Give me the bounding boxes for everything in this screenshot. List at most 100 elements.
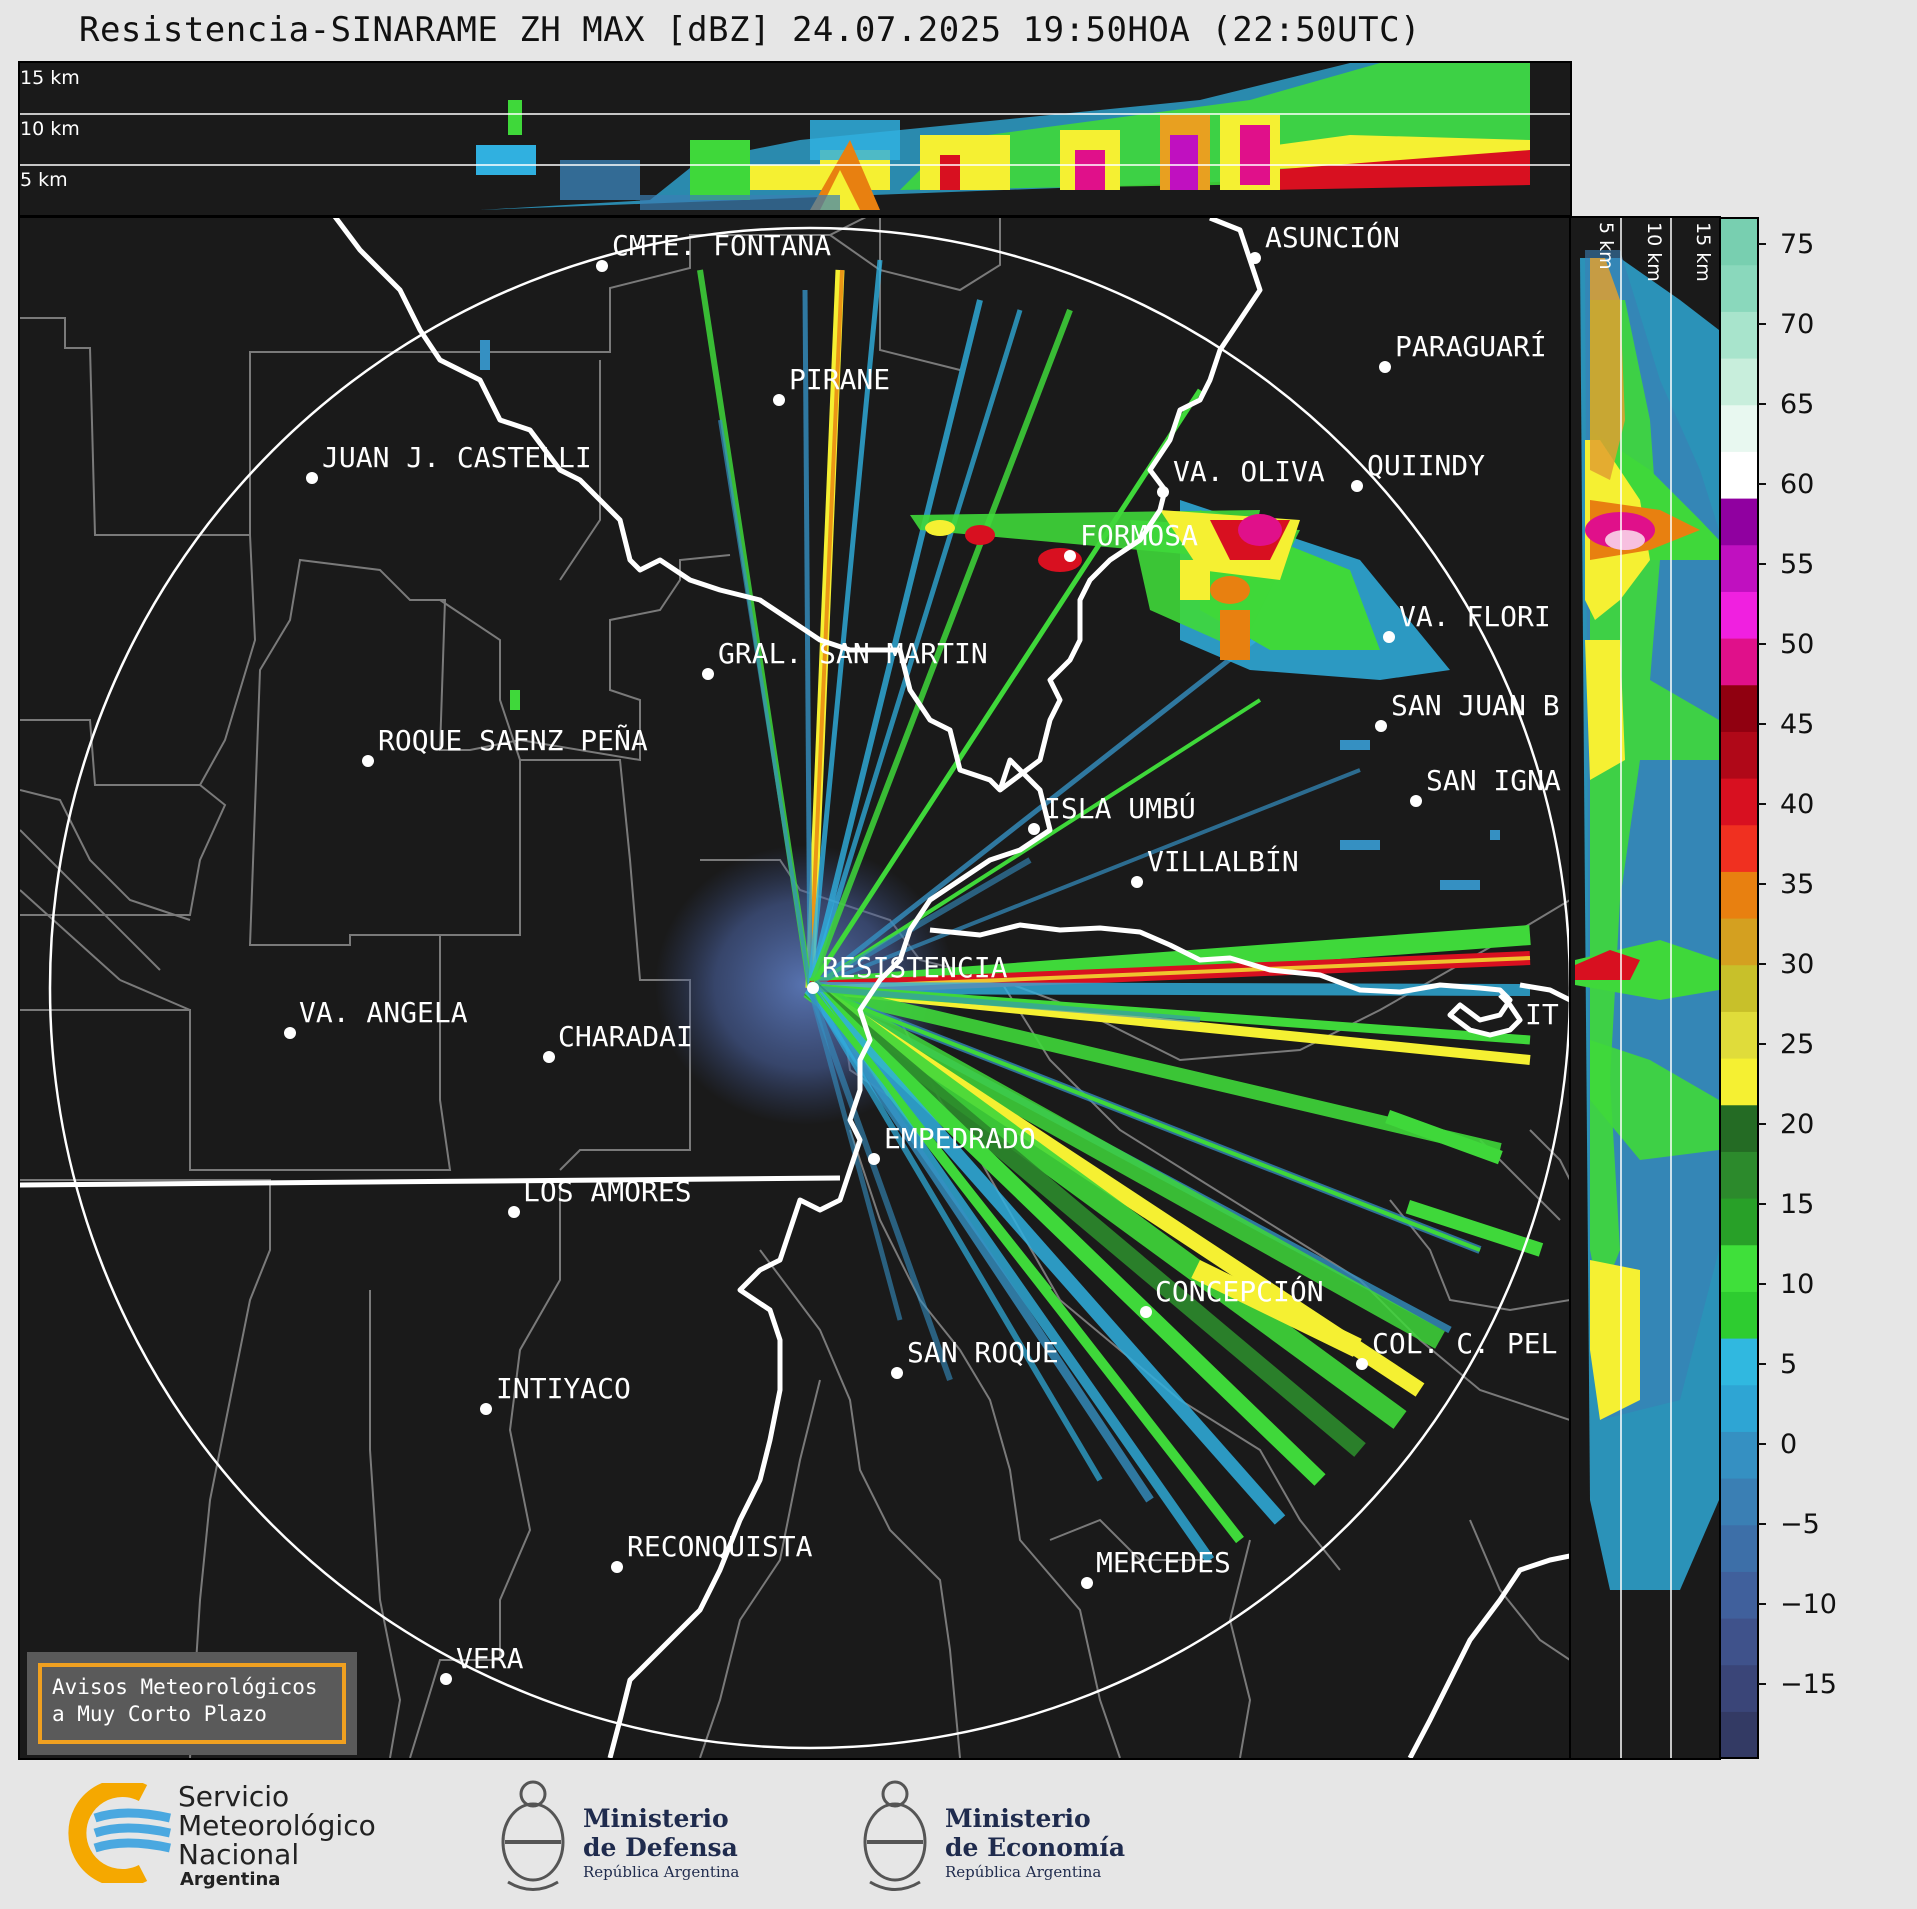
warning-notice-line2: a Muy Corto Plazo [52,1702,267,1726]
city-label: INTIYACO [496,1372,631,1405]
city-label: PIRANE [789,363,890,396]
storm-cell-formosa [910,500,1450,680]
colorbar-band [1720,451,1758,499]
top-height-label-5km: 5 km [20,169,68,191]
city-label: VA. OLIVA [1173,455,1325,488]
city-label: FORMOSA [1080,519,1198,552]
colorbar-band [1720,1338,1758,1386]
colorbar-band [1720,1431,1758,1479]
side-height-label-15km: 15 km [1692,222,1714,282]
international-borders [20,218,1570,1758]
colorbar-band [1720,544,1758,592]
city-label: RECONQUISTA [627,1530,813,1563]
defensa-line1: Ministerio [583,1804,729,1833]
colorbar-band [1720,311,1758,359]
colorbar-band [1720,638,1758,686]
warning-notice-box[interactable]: Avisos Meteorológicos a Muy Corto Plazo [27,1652,357,1755]
colorbar-tick-label: −15 [1780,1669,1837,1700]
colorbar-band [1720,731,1758,779]
colorbar-band [1720,1524,1758,1572]
coat-of-arms-icon [863,1780,927,1891]
colorbar-band [1720,1104,1758,1152]
colorbar-tick-label: 40 [1780,789,1814,820]
colorbar-band [1720,1011,1758,1059]
city-label: PARAGUARÍ [1395,329,1547,363]
city-label: RESISTENCIA [822,951,1008,984]
colorbar-band [1720,918,1758,966]
city-label: ROQUE SAENZ PEÑA [378,723,648,757]
side-height-label-5km: 5 km [1595,222,1617,270]
city-label: VILLALBÍN [1147,844,1299,878]
colorbar-tick-label: 10 [1780,1269,1814,1300]
colorbar-band [1720,778,1758,826]
colorbar-band [1720,1198,1758,1246]
coat-of-arms-icon [501,1780,565,1891]
colorbar-band [1720,1664,1758,1712]
colorbar-band [1720,498,1758,546]
top-height-panel: 15 km 10 km 5 km [18,61,1572,217]
colorbar-tick-label: 30 [1780,949,1814,980]
colorbar-band [1720,1478,1758,1526]
smn-name-line4: Argentina [180,1869,281,1890]
city-label: CHARADAI [558,1020,693,1053]
city-label: CONCEPCIÓN [1155,1274,1324,1308]
colorbar-bands [1720,218,1758,1759]
city-label: LOS AMORES [523,1175,692,1208]
colorbar-band [1720,871,1758,919]
defensa-line2: de Defensa [583,1833,738,1862]
city-label: SAN ROQUE [907,1336,1059,1369]
range-ring [48,226,1570,1750]
city-label: QUIINDY [1367,449,1485,482]
city-label: IT [1525,998,1559,1031]
colorbar-band [1720,824,1758,872]
side-height-label-10km: 10 km [1643,222,1665,282]
radar-map-panel: CMTE. FONTANA ASUNCIÓN PARAGUARÍ PIRANE … [18,216,1572,1760]
colorbar-tick-label: 35 [1780,869,1814,900]
colorbar-band [1720,1058,1758,1106]
colorbar-tick-label: −10 [1780,1589,1837,1620]
city-label: VA. ANGELA [299,996,468,1029]
colorbar-tick-label: 0 [1780,1429,1797,1460]
colorbar-tick-label: 65 [1780,389,1814,420]
colorbar-band [1720,964,1758,1012]
smn-name-line2: Meteorológico [178,1809,376,1842]
warning-notice-frame[interactable]: Avisos Meteorológicos a Muy Corto Plazo [38,1663,346,1744]
colorbar-tick-label: 5 [1780,1349,1797,1380]
colorbar-tick-label: 45 [1780,709,1814,740]
colorbar-band [1720,1618,1758,1666]
top-height-label-10km: 10 km [20,118,80,140]
colorbar-band [1720,591,1758,639]
city-label: SAN JUAN B [1391,689,1560,722]
city-label: GRAL. SAN MARTIN [718,637,988,670]
colorbar-tick-label: 55 [1780,549,1814,580]
economia-logo-text: Ministerio de Economía República Argenti… [945,1804,1125,1882]
colorbar-tick-label: 20 [1780,1109,1814,1140]
smn-logo-icon [68,1783,171,1883]
colorbar-band [1720,404,1758,452]
scattered-echoes [480,340,1544,1357]
city-label: JUAN J. CASTELLI [322,441,592,474]
colorbar-tick-label: 50 [1780,629,1814,660]
colorbar-band [1720,1244,1758,1292]
colorbar-band [1720,1291,1758,1339]
colorbar-tick-label: 75 [1780,229,1814,260]
colorbar-band [1720,1571,1758,1619]
smn-logo-text: Servicio Meteorológico Nacional Argentin… [178,1782,376,1890]
city-label: CMTE. FONTANA [612,229,831,262]
side-height-panel: 5 km 10 km 15 km [1569,216,1721,1760]
city-label: VERA [456,1642,524,1675]
city-label: EMPEDRADO [884,1122,1036,1155]
colorbar-band [1720,358,1758,406]
economia-line2: de Economía [945,1833,1126,1862]
colorbar-tick-label: 70 [1780,309,1814,340]
colorbar-tick-label: 15 [1780,1189,1814,1220]
colorbar-band [1720,264,1758,312]
chart-title: Resistencia-SINARAME ZH MAX [dBZ] 24.07.… [78,10,1422,50]
colorbar-band [1720,684,1758,732]
top-height-label-15km: 15 km [20,67,80,89]
city-label: ISLA UMBÚ [1044,791,1196,825]
smn-name-line1: Servicio [178,1780,290,1813]
colorbar-tick-label: 60 [1780,469,1814,500]
